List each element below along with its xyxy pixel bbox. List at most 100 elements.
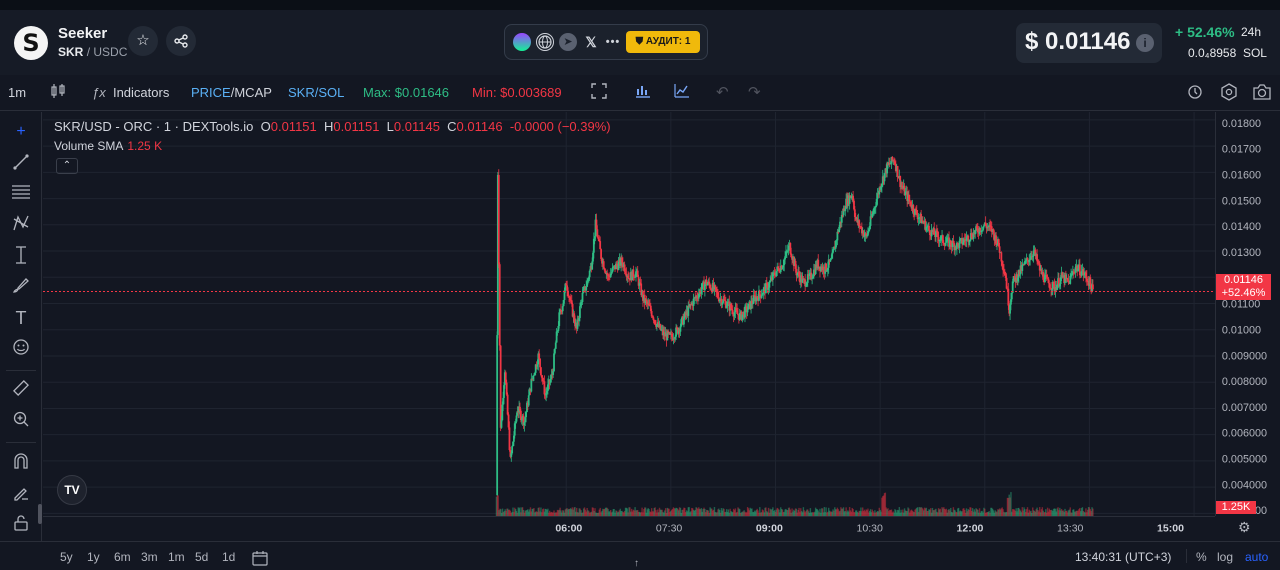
candle-body [773,272,776,276]
toolbar-scrollbar[interactable] [38,504,42,524]
auto-toggle[interactable]: auto [1245,550,1269,564]
tradingview-logo[interactable]: TV [57,475,87,505]
trend-line-icon[interactable] [10,153,32,175]
volume-bar [738,508,740,516]
x-twitter-icon[interactable]: 𝕏 [585,34,597,50]
website-icon[interactable] [536,33,554,51]
volume-bar [745,512,747,516]
info-icon[interactable]: i [1136,34,1154,52]
horizontal-lines-icon[interactable] [10,183,32,205]
undo-icon[interactable]: ↶ [716,84,729,101]
axis-settings-icon[interactable]: ⚙ [1238,519,1251,535]
range-button-3m[interactable]: 3m [141,550,158,564]
volume-bar [836,507,839,516]
volume-bar [552,512,554,516]
volume-bar [891,512,894,516]
volume-bar [1024,509,1026,516]
percent-toggle[interactable]: % [1196,550,1207,564]
volume-bar [905,510,908,516]
log-toggle[interactable]: log [1217,550,1234,564]
crosshair-icon[interactable]: + [16,123,26,140]
volume-bar [879,509,881,516]
solana-icon[interactable] [513,33,531,51]
price-mcap-toggle[interactable]: PRICE/MCAP [191,85,272,100]
fullscreen-icon[interactable] [591,83,607,103]
pair-toggle[interactable]: SKR/SOL [288,85,345,100]
pattern-icon[interactable] [10,214,32,236]
zoom-in-icon[interactable] [10,410,32,432]
telegram-icon[interactable]: ➤ [559,33,577,51]
emoji-icon[interactable] [10,338,32,360]
candle-body [801,278,804,283]
candle-style-icon[interactable] [50,83,66,103]
legend-collapse-button[interactable]: ⌃ [56,158,78,174]
volume-bar [681,509,683,516]
volume-bar [916,507,918,516]
date-range-icon[interactable] [252,550,268,569]
volume-bar [814,511,816,516]
candle-body [666,331,669,341]
volume-bar [815,508,818,516]
volume-bar [662,511,664,516]
volume-bar [546,509,548,516]
lock-drawings-icon[interactable] [10,483,32,505]
volume-bar [739,509,741,516]
volume-bar [554,512,556,516]
time-axis[interactable]: 06:00 07:30 09:00 10:30 12:00 13:30 15:00 [43,516,1215,540]
range-button-6m[interactable]: 6m [114,550,131,564]
volume-bar [875,512,877,516]
candle-body [853,200,855,210]
candle-body [883,173,886,182]
candle-body [593,236,596,239]
volume-bar [1031,512,1033,516]
volume-bar [795,508,798,516]
volume-bar [596,512,598,516]
volume-bar [1087,507,1090,516]
range-button-1m[interactable]: 1m [168,550,185,564]
price-chart[interactable] [43,112,1215,516]
candle-body [683,317,685,325]
volume-bar [702,508,704,516]
favorite-button[interactable]: ☆ [128,26,158,56]
range-button-5d[interactable]: 5d [195,550,209,564]
range-button-1d[interactable]: 1d [222,550,236,564]
share-button[interactable] [166,26,196,56]
range-button-1y[interactable]: 1y [87,550,100,564]
lock-icon[interactable] [10,514,32,536]
price-axis[interactable]: 0.01800 0.01700 0.01600 0.01500 0.01400 0.013… [1215,112,1280,516]
expand-panel-icon[interactable]: ↑ [634,558,639,569]
ruler-icon[interactable] [10,379,32,401]
redo-icon[interactable]: ↷ [748,84,761,101]
indicators-button[interactable]: ƒx Indicators [92,85,169,100]
volume-bar [898,507,901,516]
brush-icon[interactable] [10,276,32,298]
more-icon[interactable]: ••• [605,36,621,48]
candle-body [710,288,712,290]
text-tool-icon[interactable]: T [15,308,27,328]
volume-bar [708,512,710,516]
volume-bar [497,495,499,516]
time-tick-label: 13:30 [1057,522,1083,534]
measure-icon[interactable] [10,245,32,267]
settings-icon[interactable] [1220,83,1238,105]
volume-bar [677,508,679,516]
candle-body [652,317,655,321]
volume-bar [942,508,944,516]
range-button-5y[interactable]: 5y [60,550,73,564]
candle-body [569,300,572,301]
bar-chart-icon[interactable] [635,83,651,103]
volume-bar [569,509,571,516]
volume-bar [867,508,869,516]
candle-body [637,276,640,286]
audit-badge[interactable]: ⛊ АУДИТ: 1 [626,31,700,53]
interval-button[interactable]: 1m [8,85,27,100]
candle-body [604,270,607,274]
line-chart-icon[interactable] [674,83,690,103]
volume-bar [521,507,523,516]
candle-body [945,241,948,243]
quote-symbol: USDC [93,45,128,59]
candle-body [798,271,800,277]
camera-icon[interactable] [1252,83,1272,105]
magnet-icon[interactable] [10,452,32,474]
alert-icon[interactable] [1187,83,1205,105]
